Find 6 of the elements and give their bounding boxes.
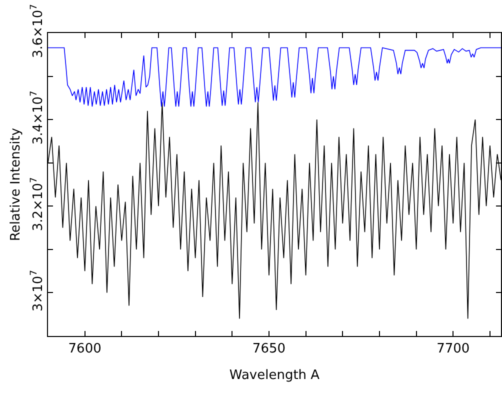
x-tick-label: 7650 <box>252 342 286 357</box>
x-axis-title: Wavelength A <box>229 368 320 384</box>
x-tick-label: 7600 <box>68 342 102 357</box>
y-axis-title: Relative Intensity <box>8 128 24 242</box>
line-series <box>48 47 501 107</box>
x-tick-label: 7700 <box>436 342 470 357</box>
